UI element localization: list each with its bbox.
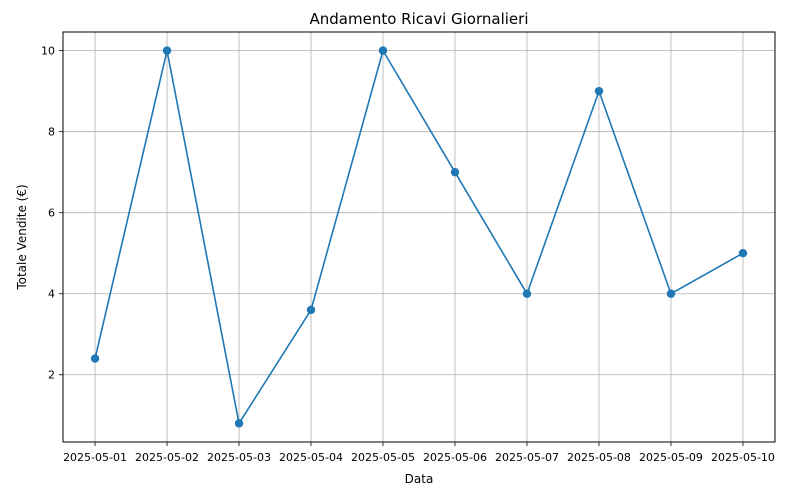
data-point <box>90 354 100 363</box>
data-point <box>522 289 532 298</box>
x-tick-label: 2025-05-04 <box>279 451 343 464</box>
data-point <box>234 419 244 428</box>
y-tick-label: 6 <box>48 207 55 220</box>
grid-lines <box>63 32 775 442</box>
data-point <box>450 167 460 177</box>
x-axis-label: Data <box>405 472 434 486</box>
data-point <box>306 305 316 315</box>
y-tick-label: 10 <box>41 45 55 58</box>
x-axis-ticks: 2025-05-01 2025-05-02 2025-05-03 2025-05-04… <box>63 442 775 464</box>
data-point <box>666 289 676 298</box>
y-axis-label: Totale Vendite (€) <box>15 184 29 290</box>
data-point <box>594 86 604 96</box>
x-tick-label: 2025-05-05 <box>351 451 415 464</box>
x-tick-label: 2025-05-01 <box>63 451 127 464</box>
x-tick-label: 2025-05-03 <box>207 451 271 464</box>
data-point <box>378 46 388 55</box>
plot-frame <box>62 31 776 443</box>
x-tick-label: 2025-05-06 <box>423 451 487 464</box>
x-tick-label: 2025-05-07 <box>495 451 559 464</box>
x-tick-label: 2025-05-02 <box>135 451 199 464</box>
y-axis-ticks: 2 4 6 8 10 <box>41 45 63 382</box>
data-series <box>90 46 748 428</box>
x-tick-label: 2025-05-09 <box>639 451 703 464</box>
y-tick-label: 4 <box>48 288 55 301</box>
data-point <box>162 46 172 55</box>
y-tick-label: 2 <box>48 369 55 382</box>
data-point <box>738 249 748 258</box>
y-tick-label: 8 <box>48 126 55 139</box>
series-line <box>94 48 744 426</box>
x-tick-label: 2025-05-08 <box>567 451 631 464</box>
x-tick-label: 2025-05-10 <box>711 451 775 464</box>
chart-title: Andamento Ricavi Giornalieri <box>310 10 529 28</box>
